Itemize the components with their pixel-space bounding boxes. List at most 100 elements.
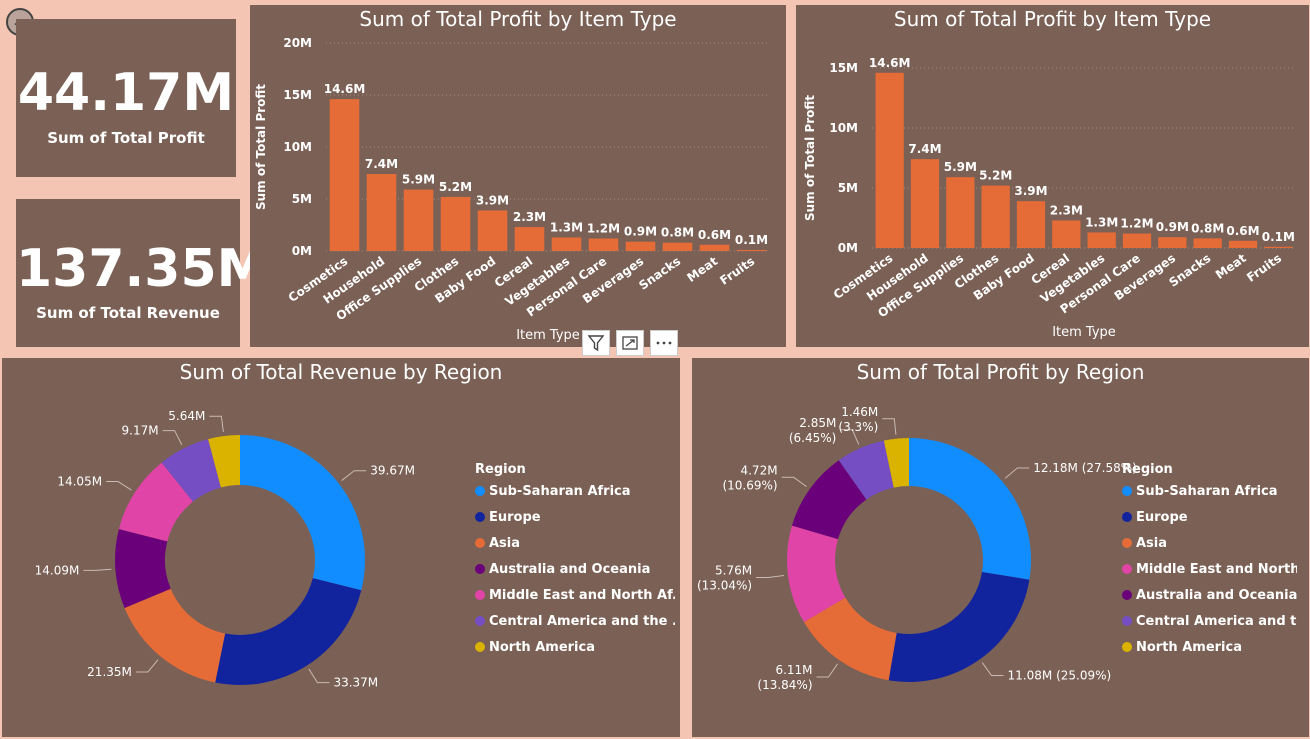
- bar: [1087, 232, 1116, 248]
- bar: [329, 99, 360, 251]
- kpi-card-total-revenue[interactable]: 137.35M Sum of Total Revenue: [16, 199, 269, 347]
- data-label: 21.35M: [87, 665, 132, 679]
- focus-mode-icon[interactable]: [616, 330, 644, 356]
- legend-dot-icon: [475, 486, 485, 496]
- data-label: (13.84%): [757, 678, 812, 692]
- y-tick-label: 15M: [283, 88, 312, 102]
- kpi-label: Sum of Total Revenue: [36, 304, 220, 322]
- bar-data-label: 5.9M: [402, 173, 435, 187]
- legend-label: Sub-Saharan Africa: [489, 484, 631, 499]
- legend-item[interactable]: Central America and t...: [1122, 614, 1297, 640]
- legend: Region Sub-Saharan Africa Europe Asia Austr…: [475, 462, 675, 666]
- legend-item[interactable]: Sub-Saharan Africa: [475, 484, 675, 510]
- legend-item[interactable]: Middle East and North...: [1122, 562, 1297, 588]
- leader-line: [135, 659, 159, 673]
- donut-chart-revenue-by-region[interactable]: Sum of Total Revenue by Region 39.67M 33.…: [2, 358, 680, 737]
- bar: [514, 227, 545, 251]
- bar-data-label: 3.9M: [1014, 184, 1047, 198]
- kpi-card-total-profit[interactable]: 44.17M Sum of Total Profit: [16, 19, 236, 177]
- leader-line: [308, 668, 330, 684]
- y-axis-label: Sum of Total Profit: [803, 95, 817, 221]
- y-tick-label: 10M: [283, 140, 312, 154]
- legend-label: Asia: [1136, 536, 1168, 551]
- data-label: (13.04%): [697, 579, 752, 593]
- bar: [699, 244, 730, 251]
- donut-slice: [838, 440, 894, 500]
- donut-slice: [791, 460, 867, 540]
- bar-chart-svg: 0M5M10M15M20M14.6MCosmetics7.4MHousehold…: [254, 36, 770, 343]
- bar-data-label: 1.2M: [1120, 217, 1153, 231]
- legend: Region Sub-Saharan Africa Europe Asia Middl…: [1122, 462, 1297, 666]
- data-label: 33.37M: [333, 676, 378, 690]
- x-tick-label: Fruits: [717, 254, 757, 288]
- bar-data-label: 7.4M: [365, 157, 398, 171]
- bar: [1052, 220, 1081, 248]
- donut-chart-profit-by-region[interactable]: Sum of Total Profit by Region 12.18M (27…: [692, 358, 1309, 737]
- bar-data-label: 7.4M: [908, 142, 941, 156]
- legend-item[interactable]: Sub-Saharan Africa: [1122, 484, 1297, 510]
- y-tick-label: 15M: [829, 61, 858, 75]
- legend-dot-icon: [475, 538, 485, 548]
- bar-data-label: 1.2M: [587, 222, 620, 236]
- data-label: (6.45%): [789, 431, 836, 445]
- legend-item[interactable]: Asia: [1122, 536, 1297, 562]
- bar: [403, 189, 434, 251]
- legend-dot-icon: [475, 512, 485, 522]
- legend-label: Middle East and North...: [1136, 562, 1297, 577]
- bar-data-label: 0.1M: [1262, 230, 1295, 244]
- bar-data-label: 5.2M: [979, 169, 1012, 183]
- leader-line: [882, 418, 897, 435]
- filter-icon[interactable]: [582, 330, 610, 356]
- legend-dot-icon: [1122, 538, 1132, 548]
- legend-items: Sub-Saharan Africa Europe Asia Australia an…: [475, 484, 675, 666]
- legend-label: Australia and Oceania: [489, 562, 651, 577]
- legend-dot-icon: [475, 590, 485, 600]
- legend-item[interactable]: Asia: [475, 536, 675, 562]
- x-tick-label: Snacks: [636, 254, 683, 293]
- kpi-value: 137.35M: [16, 239, 269, 299]
- legend-item[interactable]: Europe: [475, 510, 675, 536]
- data-label: 4.72M: [740, 463, 777, 477]
- bar: [946, 177, 975, 248]
- legend-title: Region: [1122, 462, 1173, 477]
- bar-data-label: 3.9M: [476, 193, 509, 207]
- data-label: 9.17M: [122, 424, 159, 438]
- leader-line: [981, 662, 1004, 677]
- bar: [1158, 237, 1187, 248]
- legend-label: Sub-Saharan Africa: [1136, 484, 1278, 499]
- kpi-value: 44.17M: [17, 63, 235, 123]
- bar-chart-profit-by-item-type-2[interactable]: Sum of Total Profit by Item Type 0M 5M 10M…: [796, 5, 1309, 347]
- bar-data-label: 1.3M: [1085, 215, 1118, 229]
- legend-item[interactable]: Central America and the ...: [475, 614, 675, 640]
- kpi-label: Sum of Total Profit: [47, 129, 205, 147]
- legend-dot-icon: [475, 564, 485, 574]
- legend-item[interactable]: Europe: [1122, 510, 1297, 536]
- donut-slice: [115, 529, 171, 609]
- donut-slice: [215, 578, 362, 685]
- bar: [551, 237, 582, 251]
- bar-chart-profit-by-item-type[interactable]: Sum of Total Profit by Item Type 0M 5M 10M…: [250, 5, 786, 347]
- bar: [588, 238, 619, 251]
- legend-dot-icon: [1122, 512, 1132, 522]
- more-options-icon[interactable]: [650, 330, 678, 356]
- bar: [1122, 233, 1152, 248]
- bar: [1228, 240, 1258, 248]
- legend-item[interactable]: Middle East and North Af...: [475, 588, 675, 614]
- data-label: 14.05M: [57, 475, 102, 489]
- bar: [440, 196, 471, 251]
- legend-dot-icon: [1122, 642, 1132, 652]
- bar-data-label: 0.9M: [624, 225, 657, 239]
- legend-item[interactable]: Australia and Oceania: [1122, 588, 1297, 614]
- legend-item[interactable]: Australia and Oceania: [475, 562, 675, 588]
- leader-line: [83, 568, 112, 571]
- leader-line: [756, 575, 785, 579]
- donut-slice: [161, 439, 221, 502]
- leader-line: [162, 430, 183, 446]
- legend-item[interactable]: North America: [475, 640, 675, 666]
- bar-data-label: 14.6M: [869, 56, 911, 70]
- x-tick-label: Fruits: [1244, 251, 1284, 285]
- bar-data-label: 5.2M: [439, 180, 472, 194]
- data-label: (10.69%): [722, 478, 777, 492]
- bar: [736, 249, 767, 251]
- legend-item[interactable]: North America: [1122, 640, 1297, 666]
